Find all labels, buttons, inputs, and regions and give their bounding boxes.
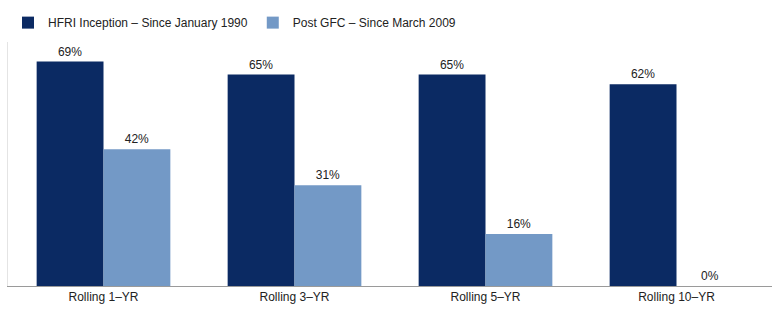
svg-text:Rolling 5–YR: Rolling 5–YR xyxy=(450,290,520,304)
svg-text:16%: 16% xyxy=(507,217,531,231)
svg-text:31%: 31% xyxy=(316,168,340,182)
svg-text:Rolling 3–YR: Rolling 3–YR xyxy=(259,290,329,304)
svg-text:42%: 42% xyxy=(125,132,149,146)
svg-text:69%: 69% xyxy=(58,45,82,59)
svg-text:65%: 65% xyxy=(440,58,464,72)
svg-text:0%: 0% xyxy=(701,269,719,283)
svg-text:62%: 62% xyxy=(631,67,655,81)
svg-text:Post GFC – Since March 2009: Post GFC – Since March 2009 xyxy=(293,16,456,30)
svg-text:Rolling 1–YR: Rolling 1–YR xyxy=(68,290,138,304)
svg-text:65%: 65% xyxy=(249,58,273,72)
svg-text:HFRI Inception – Since January: HFRI Inception – Since January 1990 xyxy=(48,16,248,30)
svg-text:Rolling 10–YR: Rolling 10–YR xyxy=(638,290,715,304)
